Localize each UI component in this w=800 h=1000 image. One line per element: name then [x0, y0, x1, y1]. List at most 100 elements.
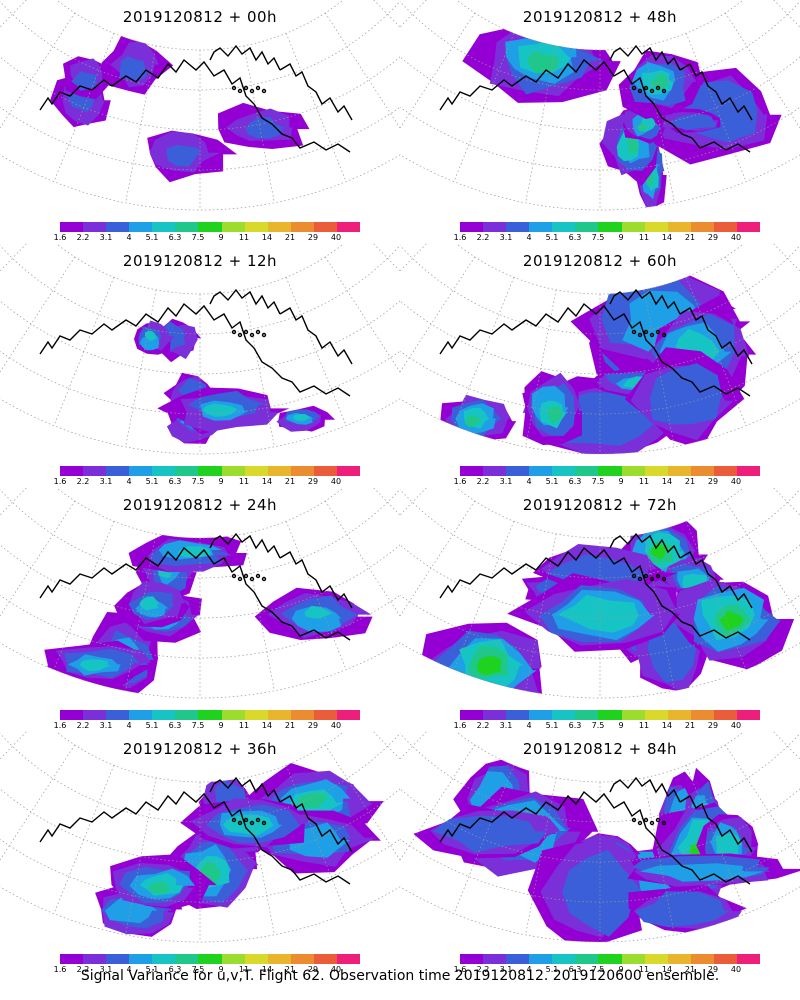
colorbar-swatch [336, 954, 361, 964]
panel-title: 2019120812 + 48h [522, 8, 678, 26]
forecast-panel: 2019120812 + 48h 1.6 2.2 3.1 4 5.1 6.3 7.5 9 11 14… [400, 0, 800, 244]
colorbar-swatch [690, 710, 714, 720]
colorbar-tick-label: 4 [126, 233, 132, 242]
colorbar [60, 222, 361, 232]
colorbar-swatch [552, 954, 576, 964]
colorbar-swatch [175, 710, 199, 720]
colorbar-swatch [313, 710, 337, 720]
colorbar-tick-label: 6.3 [168, 965, 182, 974]
colorbar-tick-label: 1.6 [453, 965, 467, 974]
colorbar-swatch [221, 710, 245, 720]
graticule [400, 244, 800, 455]
variance-contour [562, 849, 643, 937]
colorbar-swatch [552, 222, 576, 232]
colorbar-swatch [83, 954, 107, 964]
colorbar-swatch [129, 710, 153, 720]
colorbar-tick-label: 2.2 [76, 233, 90, 242]
variance-contour [649, 543, 666, 560]
colorbar-tick-label: 21 [684, 477, 696, 486]
colorbar-tick-label: 3.1 [499, 965, 513, 974]
colorbar-swatch [152, 222, 176, 232]
colorbar-swatch [621, 954, 645, 964]
colorbar-tick-label: 14 [661, 233, 673, 242]
colorbar-tick-label: 2.2 [476, 477, 490, 486]
forecast-panel: 2019120812 + 00h 1.6 2.2 3.1 4 5.1 6.3 7.5 9 11 14… [0, 0, 400, 244]
colorbar-tick-label: 29 [707, 233, 719, 242]
colorbar-swatch [244, 222, 268, 232]
colorbar-swatch [313, 222, 337, 232]
variance-contour [651, 73, 672, 89]
colorbar-tick-label: 7.5 [191, 965, 205, 974]
coastline [439, 288, 753, 397]
colorbar-tick-label: 40 [730, 721, 742, 730]
colorbar-tick-label: 6.3 [568, 233, 582, 242]
colorbar-swatch [506, 954, 530, 964]
colorbar-swatch [290, 954, 314, 964]
colorbar-swatch [506, 222, 530, 232]
colorbar-swatch [667, 466, 691, 476]
variance-contour [297, 792, 327, 808]
colorbar-ticks: 1.6 2.2 3.1 4 5.1 6.3 7.5 9 11 14 21 29 40 [454, 721, 760, 731]
graticule [400, 488, 800, 699]
colorbar-tick-label: 4 [526, 965, 532, 974]
colorbar-swatch [690, 954, 714, 964]
variance-field [462, 13, 782, 209]
coastline [439, 776, 753, 885]
figure-caption: Signal Variance for u,v,T. Flight 62. Ob… [80, 968, 720, 984]
colorbar-swatch [129, 466, 153, 476]
variance-map [400, 244, 800, 455]
colorbar-swatch [575, 954, 599, 964]
colorbar-swatch [483, 222, 507, 232]
forecast-panel: 2019120812 + 72h 1.6 2.2 3.1 4 5.1 6.3 7.5 9 11 14… [400, 488, 800, 732]
panel-title: 2019120812 + 36h [122, 740, 278, 758]
colorbar-swatch [598, 466, 622, 476]
colorbar-tick-label: 9 [618, 477, 624, 486]
colorbar-tick-label: 3.1 [99, 965, 113, 974]
colorbar-swatch [460, 466, 484, 476]
variance-contour [719, 610, 746, 632]
colorbar-swatch [83, 710, 107, 720]
variance-contour [671, 114, 716, 131]
colorbar-swatch [83, 222, 107, 232]
colorbar-tick-label: 5.1 [545, 721, 559, 730]
colorbar-swatch [736, 222, 761, 232]
colorbar-swatch [313, 954, 337, 964]
colorbar-swatch [506, 466, 530, 476]
colorbar-tick-label: 21 [284, 477, 296, 486]
colorbar-tick-label: 6.3 [168, 477, 182, 486]
colorbar-swatch [529, 466, 553, 476]
variance-contour [558, 594, 640, 633]
colorbar-tick-label: 1.6 [453, 477, 467, 486]
variance-contour [79, 659, 112, 672]
colorbar-tick-label: 9 [618, 965, 624, 974]
colorbar-tick-label: 2.2 [476, 965, 490, 974]
colorbar-swatch [460, 954, 484, 964]
colorbar-tick-label: 14 [261, 965, 273, 974]
graticule [400, 0, 800, 211]
variance-map [0, 244, 400, 455]
colorbar-tick-label: 2.2 [76, 721, 90, 730]
colorbar-tick-label: 6.3 [168, 721, 182, 730]
colorbar-tick-label: 29 [307, 233, 319, 242]
variance-field [418, 511, 795, 699]
colorbar-tick-label: 3.1 [99, 721, 113, 730]
colorbar-tick-label: 40 [330, 233, 342, 242]
colorbar-swatch [60, 954, 84, 964]
colorbar-tick-label: 21 [684, 233, 696, 242]
colorbar [460, 466, 761, 476]
colorbar-swatch [60, 222, 84, 232]
colorbar-tick-label: 21 [684, 721, 696, 730]
variance-field [413, 758, 800, 943]
colorbar-swatch [290, 222, 314, 232]
variance-contour [166, 145, 201, 167]
panel-title: 2019120812 + 60h [522, 252, 678, 270]
colorbar-tick-label: 1.6 [453, 233, 467, 242]
variance-contour [476, 656, 502, 676]
colorbar-swatch [575, 222, 599, 232]
colorbar-swatch [198, 222, 222, 232]
colorbar-tick-label: 9 [218, 477, 224, 486]
colorbar-tick-label: 11 [638, 477, 650, 486]
colorbar-tick-label: 11 [238, 965, 250, 974]
colorbar-swatch [483, 466, 507, 476]
colorbar-tick-label: 1.6 [53, 477, 67, 486]
